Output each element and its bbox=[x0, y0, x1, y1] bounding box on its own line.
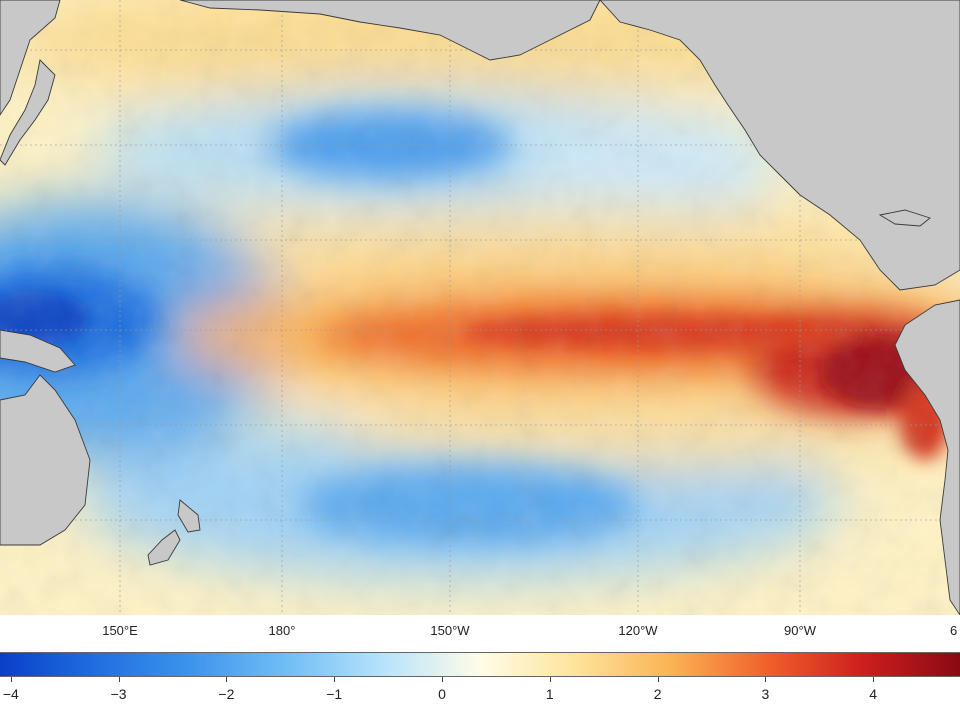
colorbar-tick-mark bbox=[226, 677, 228, 682]
colorbar-tick-label: 3 bbox=[761, 686, 770, 702]
colorbar-tick-label: 0 bbox=[438, 686, 446, 702]
lon-label: 6 bbox=[950, 623, 958, 638]
colorbar-tick-label: −2 bbox=[218, 686, 235, 702]
land-masses bbox=[0, 0, 960, 615]
colorbar-tick-mark bbox=[442, 677, 443, 682]
land-caribbean-islands bbox=[878, 209, 931, 227]
colorbar-tick-mark bbox=[657, 677, 659, 682]
lon-label: 150°W bbox=[430, 623, 470, 638]
colorbar-ticks: −4 −3 −2 −1 0 1 2 3 4 bbox=[0, 677, 960, 720]
land-new-zealand-south bbox=[147, 529, 181, 566]
land-new-guinea bbox=[0, 329, 76, 373]
colorbar-tick-label: −1 bbox=[326, 686, 343, 702]
land-south-america bbox=[894, 299, 960, 615]
land-new-zealand-north bbox=[177, 499, 201, 533]
colorbar bbox=[0, 652, 960, 677]
sea-surface-anomaly-map bbox=[0, 0, 960, 615]
land-kamchatka-japan bbox=[0, 59, 56, 166]
lon-label: 150°E bbox=[102, 623, 138, 638]
land-australia bbox=[0, 374, 91, 546]
colorbar-tick-label: 2 bbox=[653, 686, 662, 702]
lon-label: 180° bbox=[268, 623, 296, 638]
colorbar-tick-mark bbox=[549, 677, 551, 682]
colorbar-tick-label: 1 bbox=[545, 686, 554, 702]
land-north-america bbox=[599, 0, 960, 291]
lon-label: 120°W bbox=[618, 623, 658, 638]
colorbar-tick-label: 4 bbox=[869, 686, 878, 702]
colorbar-tick-mark bbox=[765, 677, 767, 682]
lon-label: 90°W bbox=[784, 623, 816, 638]
colorbar-tick-mark bbox=[118, 677, 120, 682]
land-asia-northwest bbox=[0, 0, 61, 116]
colorbar-tick-mark bbox=[10, 677, 12, 682]
map-canvas bbox=[0, 0, 960, 615]
colorbar-tick-mark bbox=[334, 677, 336, 682]
colorbar-tick-label: −3 bbox=[110, 686, 127, 702]
longitude-axis: 150°E 180° 150°W 120°W 90°W 6 bbox=[0, 615, 960, 645]
colorbar-tick-mark bbox=[873, 677, 875, 682]
land-alaska bbox=[179, 0, 601, 61]
colorbar-tick-label: −4 bbox=[2, 686, 19, 702]
